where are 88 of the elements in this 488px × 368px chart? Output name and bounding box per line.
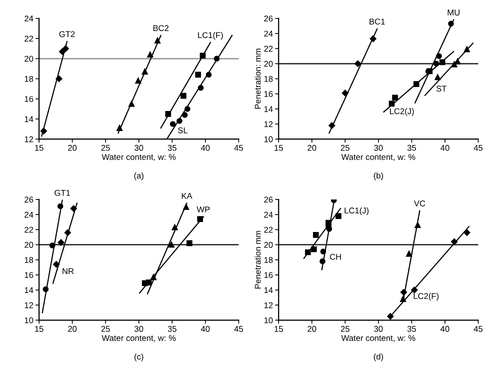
y-tick-label: 20: [264, 60, 273, 67]
y-tick-label: 18: [24, 76, 34, 82]
x-axis-title: Water content, w: %: [341, 335, 416, 342]
y-tick-label: 12: [264, 302, 273, 308]
y-tick-label: 12: [264, 121, 273, 128]
y-tick-label: 18: [264, 257, 273, 263]
y-tick-label: 16: [264, 272, 273, 278]
y-tick-label: 24: [24, 16, 34, 22]
text: (a): [134, 172, 144, 180]
y-axis-title: Penetration: mm: [254, 48, 261, 109]
x-tick-label: 15: [35, 326, 44, 332]
y-tick-label: 14: [264, 106, 273, 112]
y-tick-label: 12: [24, 136, 34, 142]
y-tick-label: 20: [24, 56, 34, 62]
x-tick-label: 40: [440, 326, 450, 332]
x-tick-label: 35: [407, 144, 416, 151]
annotation: NR: [62, 268, 74, 274]
annotation: BC1: [370, 18, 385, 25]
annotation: GT1: [54, 190, 70, 196]
x-tick-label: 20: [68, 144, 77, 151]
text: (c): [134, 353, 144, 362]
x-tick-label: 25: [101, 326, 110, 332]
y-tick-label: 24: [264, 212, 273, 218]
y-tick-label: 16: [24, 272, 34, 278]
text: (d): [374, 353, 383, 362]
x-tick-label: 15: [35, 144, 44, 151]
y-tick-label: 24: [24, 212, 34, 218]
x-tick-label: 45: [234, 144, 243, 151]
x-tick-label: 30: [134, 144, 144, 151]
y-tick-label: 26: [264, 196, 273, 203]
x-tick-label: 45: [474, 326, 483, 332]
annotation: VC: [414, 200, 426, 206]
annotation: SL: [178, 127, 188, 134]
x-tick-label: 20: [308, 144, 316, 151]
annotation: CH: [330, 254, 341, 260]
text: (b): [374, 172, 383, 180]
y-tick-label: 14: [264, 287, 273, 294]
x-tick-label: 30: [374, 144, 383, 151]
y-tick-label: 20: [264, 242, 273, 248]
x-tick-label: 15: [274, 144, 283, 151]
x-tick-label: 35: [407, 326, 416, 332]
x-tick-label: 40: [200, 326, 210, 332]
x-tick-label: 25: [340, 144, 350, 151]
x-tick-label: 45: [234, 326, 243, 332]
annotation: LC2(J): [390, 108, 414, 116]
y-tick-label: 16: [264, 91, 273, 97]
x-tick-label: 20: [68, 326, 77, 332]
x-tick-label: 30: [134, 326, 144, 332]
x-tick-label: 40: [440, 144, 450, 151]
x-tick-label: 45: [474, 144, 483, 151]
annotation: ST: [436, 86, 447, 92]
y-tick-label: 10: [264, 136, 273, 142]
x-tick-label: 35: [168, 326, 176, 332]
y-tick-label: 18: [264, 76, 273, 82]
x-axis-title: Water content, w: %: [102, 335, 176, 342]
y-tick-label: 22: [264, 46, 273, 52]
annotation: LC1(F): [198, 32, 223, 40]
y-tick-label: 26: [264, 16, 273, 22]
annotation: GT2: [59, 31, 75, 38]
y-tick-label: 12: [24, 302, 34, 308]
y-tick-label: 20: [24, 242, 34, 248]
x-tick-label: 20: [308, 326, 316, 332]
x-tick-label: 25: [340, 326, 350, 332]
annotation: LC1(J): [344, 207, 369, 216]
y-tick-label: 16: [24, 96, 34, 102]
x-axis-title: Water content, w: %: [341, 154, 416, 161]
annotation: LC2(F): [414, 292, 439, 301]
x-tick-label: 25: [101, 144, 110, 151]
annotation: KA: [182, 192, 192, 199]
y-tick-label: 14: [24, 116, 34, 122]
y-tick-label: 10: [264, 317, 273, 324]
y-tick-label: 22: [24, 226, 34, 233]
y-tick-label: 26: [24, 196, 34, 203]
annotation: MU: [448, 10, 460, 16]
x-tick-label: 15: [274, 326, 283, 332]
y-tick-label: 22: [264, 226, 273, 233]
x-axis-title: Water content, w: %: [102, 154, 176, 161]
x-tick-label: 30: [374, 326, 383, 332]
x-tick-label: 35: [168, 144, 176, 151]
y-tick-label: 14: [24, 287, 34, 294]
x-tick-label: 40: [200, 144, 210, 151]
y-tick-label: 10: [24, 317, 34, 324]
y-tick-label: 18: [24, 257, 34, 263]
annotation: BC2: [153, 25, 169, 32]
annotation: WP: [196, 206, 210, 212]
y-tick-label: 24: [264, 30, 273, 37]
y-axis-title: Penetration mm: [254, 230, 261, 289]
y-tick-label: 22: [24, 36, 34, 42]
